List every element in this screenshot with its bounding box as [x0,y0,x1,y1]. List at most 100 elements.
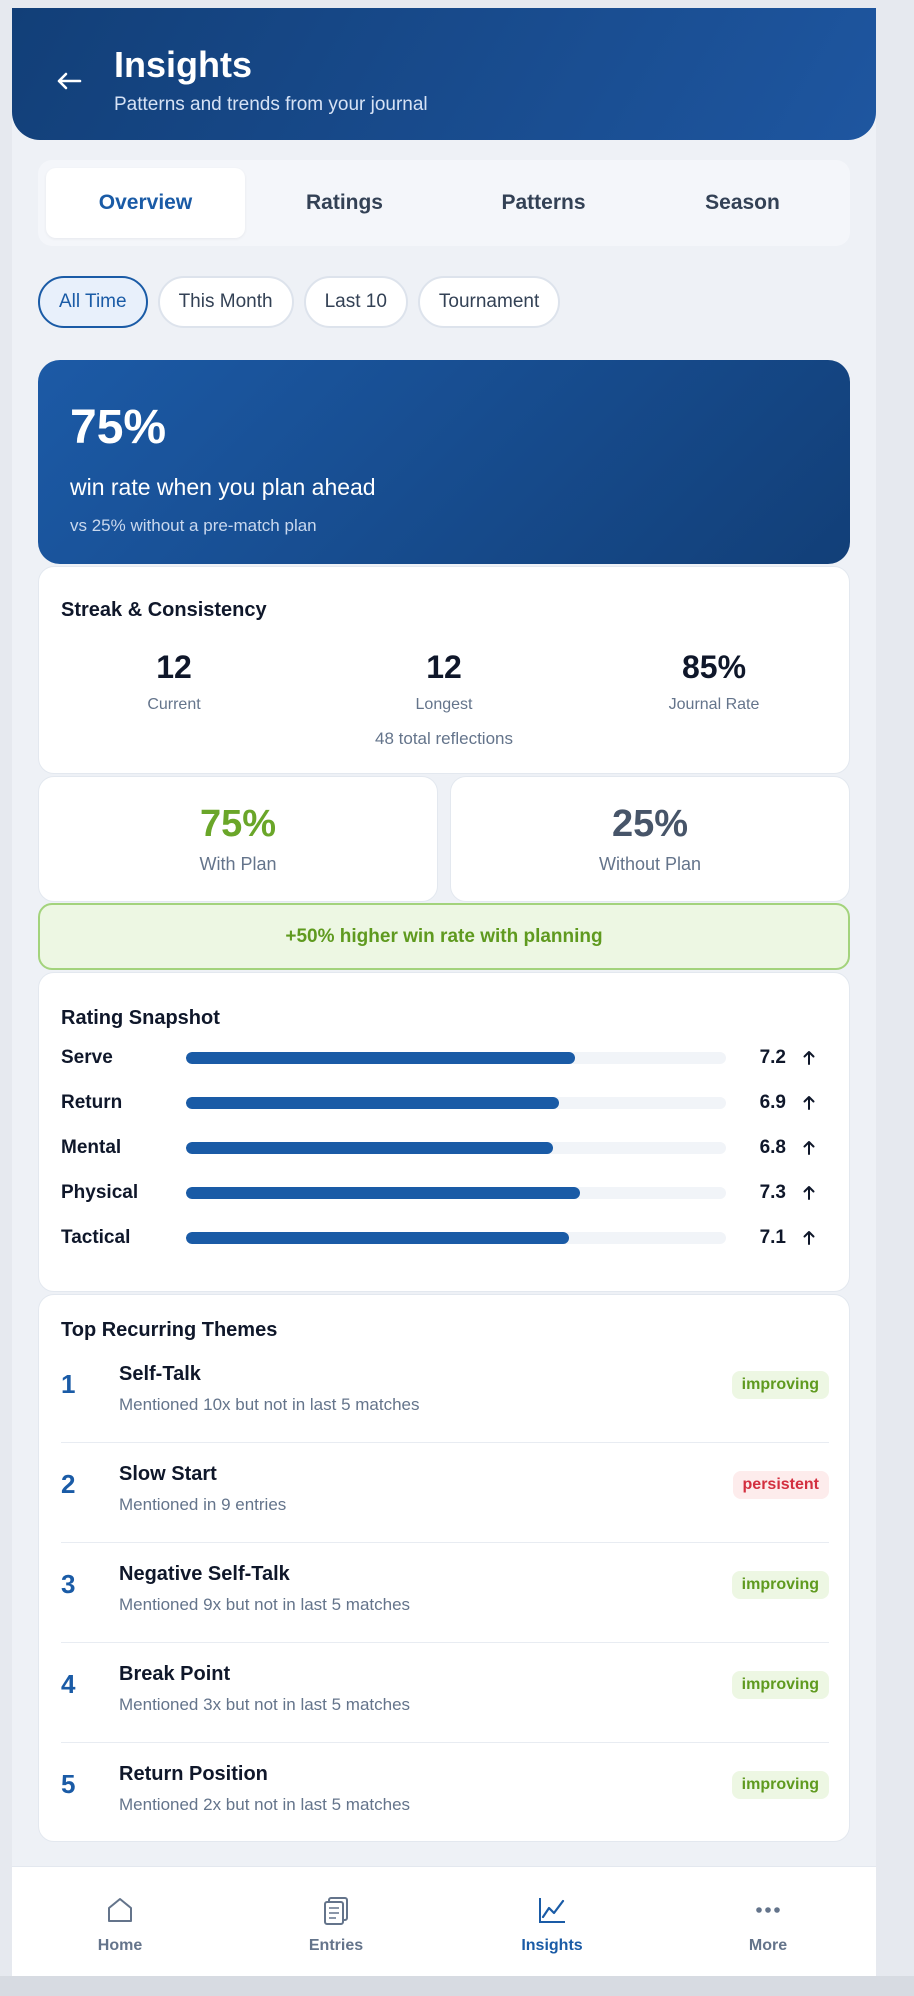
nav-insights[interactable]: Insights [444,1867,660,1976]
theme-row[interactable]: 5 Return Position Mentioned 2x but not in … [61,1743,829,1843]
chart-line-icon [535,1893,569,1927]
nav-home[interactable]: Home [12,1867,228,1976]
nav-entries[interactable]: Entries [228,1867,444,1976]
theme-row[interactable]: 4 Break Point Mentioned 3x but not in last… [61,1643,829,1743]
trend-up-icon [794,1050,824,1066]
status-badge: improving [731,1371,829,1399]
with-plan-card: 75% With Plan [38,776,438,902]
tab-ratings[interactable]: Ratings [305,191,383,214]
theme-detail: Mentioned in 9 entries [119,1495,287,1514]
rating-name: Return [61,1092,123,1113]
tab-season[interactable]: Season [705,191,780,214]
streak-card: Streak & Consistency 12 Current 12 Longe… [38,566,850,774]
rating-value: 7.1 [759,1227,786,1248]
rating-snapshot-card: Rating Snapshot Serve 7.2 Return 6.9 Mental 6… [38,972,850,1292]
entries-icon [319,1893,353,1927]
theme-name: Return Position [119,1763,268,1785]
theme-detail: Mentioned 10x but not in last 5 matches [119,1395,420,1414]
stat-value: 12 [426,649,462,685]
rating-name: Mental [61,1137,122,1158]
theme-rank: 1 [61,1369,76,1399]
bottom-nav: Home Entries Insights More [12,1866,876,1976]
stat-label: Current [147,696,201,713]
stat-value: 12 [156,649,192,685]
status-badge: persistent [732,1471,829,1499]
hero-card: 75% win rate when you plan ahead vs 25% … [38,360,850,564]
with-plan-value: 75% [199,803,277,845]
theme-name: Slow Start [119,1463,217,1485]
filter-tournament[interactable]: Tournament [417,276,561,328]
stat-current: 12 Current [39,649,309,714]
trend-up-icon [794,1140,824,1156]
hero-label: win rate when you plan ahead [70,474,376,500]
filter-last-10[interactable]: Last 10 [303,276,408,328]
page-subtitle: Patterns and trends from your journal [114,94,428,115]
rating-row: Return 6.9 [61,1088,831,1118]
without-plan-card: 25% Without Plan [450,776,850,902]
stat-label: Journal Rate [668,696,760,713]
stat-longest: 12 Longest [309,649,579,714]
rating-bar-fill [186,1187,581,1199]
rating-name: Tactical [61,1227,131,1248]
rating-value: 7.2 [759,1047,786,1068]
arrow-left-icon [57,72,82,90]
theme-rank: 5 [61,1769,76,1799]
rating-bar-fill [186,1232,570,1244]
theme-row[interactable]: 1 Self-Talk Mentioned 10x but not in last … [61,1343,829,1443]
hero-value: 75% [70,401,167,454]
app-screen: Insights Patterns and trends from your j… [12,8,876,1976]
nav-label: Home [97,1937,143,1954]
rating-value: 7.3 [759,1182,786,1203]
filter-all-time[interactable]: All Time [38,276,148,328]
rating-row: Serve 7.2 [61,1043,831,1073]
rating-bar-fill [186,1142,554,1154]
status-badge: improving [731,1671,829,1699]
with-plan-label: With Plan [199,854,277,874]
nav-more[interactable]: More [660,1867,876,1976]
rating-bar-fill [186,1052,575,1064]
trend-up-icon [794,1230,824,1246]
theme-row[interactable]: 3 Negative Self-Talk Mentioned 9x but not … [61,1543,829,1643]
nav-label: Entries [308,1937,364,1954]
rating-bar-fill [186,1097,559,1109]
rating-bar-track [186,1097,726,1109]
themes-card: Top Recurring Themes 1 Self-Talk Mentioned… [38,1294,850,1842]
tab-patterns[interactable]: Patterns [501,191,586,214]
theme-name: Negative Self-Talk [119,1563,290,1585]
rating-bar-track [186,1232,726,1244]
rating-name: Serve [61,1047,113,1068]
theme-detail: Mentioned 2x but not in last 5 matches [119,1795,411,1814]
without-plan-value: 25% [611,803,689,845]
planning-banner: +50% higher win rate with planning [38,903,850,970]
filter-chips: All Time This Month Last 10 Tournament [38,276,561,328]
rating-bar-track [186,1142,726,1154]
theme-row[interactable]: 2 Slow Start Mentioned in 9 entries persist… [61,1443,829,1543]
theme-rank: 3 [61,1569,76,1599]
total-reflections: 48 total reflections [375,729,513,748]
header: Insights Patterns and trends from your j… [12,8,876,140]
rating-snapshot-title: Rating Snapshot [61,1007,220,1029]
back-button[interactable] [52,64,86,98]
page-title: Insights [114,44,253,85]
status-badge: improving [731,1571,829,1599]
tab-bar: Overview Ratings Patterns Season [38,160,850,246]
rating-bar-track [186,1052,726,1064]
themes-title: Top Recurring Themes [61,1319,278,1341]
theme-detail: Mentioned 3x but not in last 5 matches [119,1695,411,1714]
without-plan-label: Without Plan [598,854,702,874]
trend-up-icon [794,1185,824,1201]
rating-name: Physical [61,1182,139,1203]
tab-overview[interactable]: Overview [46,168,245,238]
nav-label: More [748,1937,788,1954]
status-badge: improving [731,1771,829,1799]
streak-title: Streak & Consistency [61,599,267,621]
filter-this-month[interactable]: This Month [157,276,294,328]
more-dots-icon [751,1893,785,1927]
rating-row: Mental 6.8 [61,1133,831,1163]
stat-value: 85% [681,649,747,685]
rating-value: 6.9 [759,1092,786,1113]
bottom-edge [0,1976,914,1996]
theme-rank: 2 [61,1469,76,1499]
stat-label: Longest [415,696,473,713]
hero-subtext: vs 25% without a pre-match plan [70,516,317,535]
